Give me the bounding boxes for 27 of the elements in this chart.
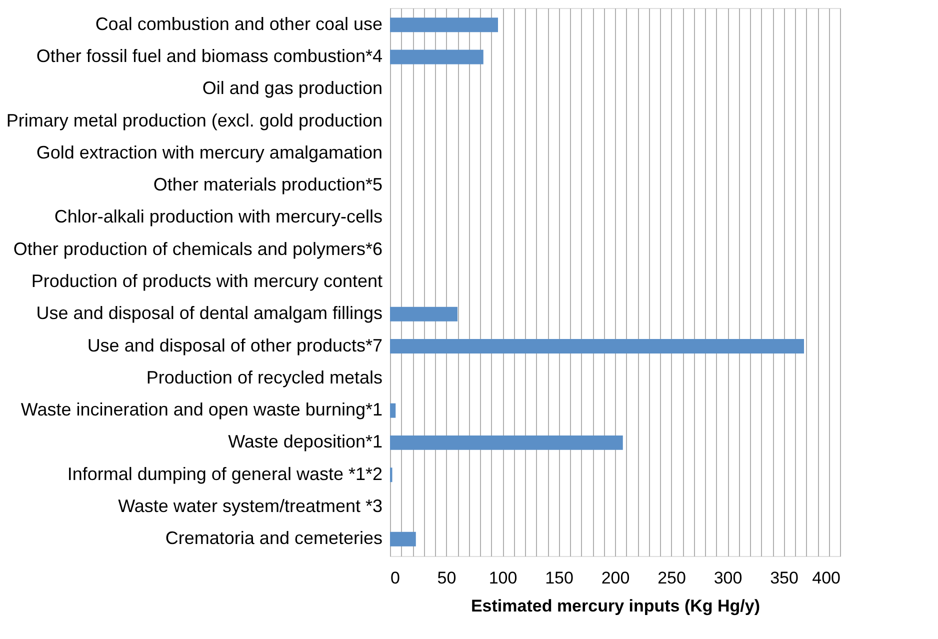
x-tick-label: 200 (601, 568, 630, 588)
x-tick-label: 400 (812, 568, 840, 588)
y-tick-label: Other materials production*5 (153, 174, 382, 195)
y-tick-label: Waste water system/treatment *3 (118, 496, 382, 516)
y-tick-label: Informal dumping of general waste *1*2 (67, 464, 382, 484)
x-tick-label: 350 (770, 568, 798, 588)
x-tick-label: 50 (437, 568, 456, 588)
y-tick-label: Coal combustion and other coal use (95, 14, 382, 34)
x-axis-title: Estimated mercury inputs (Kg Hg/y) (470, 596, 760, 616)
y-tick-label: Crematoria and cemeteries (165, 528, 382, 548)
y-tick-label: Other fossil fuel and biomass combustion*4 (36, 46, 382, 66)
y-tick-label: Other production of chemicals and polymers*6 (13, 238, 382, 259)
y-tick-label: Use and disposal of other products*7 (87, 335, 382, 356)
x-tick-label: 100 (488, 568, 518, 588)
y-tick-label: Waste deposition*1 (228, 432, 382, 452)
x-tick-label: 300 (714, 568, 742, 588)
y-tick-label: Waste incineration and open waste burning*1 (20, 400, 382, 420)
x-tick-label: 250 (658, 568, 686, 588)
y-tick-label: Production of recycled metals (146, 367, 382, 388)
x-tick-label: 150 (545, 568, 574, 588)
y-tick-label: Use and disposal of dental amalgam fillings (36, 303, 382, 324)
y-tick-label: Oil and gas production (202, 78, 382, 98)
y-tick-label: Gold extraction with mercury amalgamation (36, 142, 382, 162)
y-tick-label: Production of products with mercury content (31, 271, 382, 291)
y-tick-label: Primary metal production (excl. gold production (6, 110, 382, 130)
x-tick-label: 0 (390, 568, 400, 588)
y-tick-label: Chlor-alkali production with mercury-cells (54, 206, 382, 227)
